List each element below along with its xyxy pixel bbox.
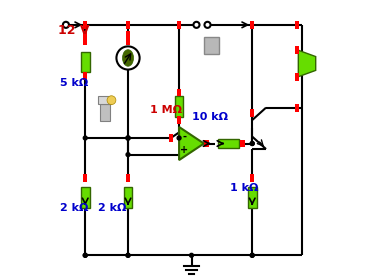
Bar bbox=[248, 187, 257, 208]
Bar bbox=[295, 46, 299, 54]
Text: -: - bbox=[182, 132, 186, 142]
Bar bbox=[218, 139, 239, 148]
Circle shape bbox=[250, 142, 254, 145]
Circle shape bbox=[107, 96, 116, 105]
Bar bbox=[83, 174, 87, 182]
Bar bbox=[126, 31, 130, 39]
Bar bbox=[83, 21, 87, 29]
Bar bbox=[204, 37, 219, 54]
Circle shape bbox=[83, 253, 87, 257]
Bar bbox=[83, 37, 87, 45]
Circle shape bbox=[190, 253, 193, 257]
Bar bbox=[250, 21, 254, 29]
Text: 1 kΩ: 1 kΩ bbox=[230, 183, 259, 193]
Text: 2 kΩ: 2 kΩ bbox=[60, 203, 88, 213]
Bar bbox=[250, 174, 254, 182]
Bar bbox=[205, 140, 209, 147]
Bar bbox=[83, 31, 87, 39]
Bar bbox=[98, 96, 111, 104]
Bar bbox=[100, 104, 110, 121]
Circle shape bbox=[126, 136, 130, 140]
Text: 10 kΩ: 10 kΩ bbox=[192, 112, 228, 122]
Circle shape bbox=[126, 136, 130, 140]
Bar bbox=[81, 187, 90, 208]
Bar bbox=[177, 21, 181, 29]
Circle shape bbox=[83, 136, 87, 140]
Text: 12 V: 12 V bbox=[57, 24, 89, 37]
Polygon shape bbox=[179, 127, 204, 160]
Bar bbox=[295, 73, 299, 81]
Bar bbox=[124, 187, 133, 208]
Circle shape bbox=[83, 253, 87, 257]
Bar bbox=[295, 21, 299, 29]
Circle shape bbox=[126, 253, 130, 257]
Circle shape bbox=[250, 142, 254, 145]
Bar bbox=[126, 38, 130, 45]
Circle shape bbox=[126, 253, 130, 257]
Bar bbox=[169, 134, 173, 142]
Bar bbox=[175, 96, 183, 116]
Bar bbox=[81, 52, 90, 72]
Circle shape bbox=[250, 253, 254, 257]
Bar bbox=[126, 21, 130, 29]
Bar bbox=[83, 72, 87, 80]
Bar bbox=[177, 89, 181, 96]
Bar bbox=[126, 174, 130, 182]
Circle shape bbox=[126, 153, 130, 156]
Circle shape bbox=[177, 136, 181, 140]
Circle shape bbox=[126, 136, 130, 140]
Text: 2 kΩ: 2 kΩ bbox=[98, 203, 127, 213]
Bar bbox=[295, 104, 299, 112]
Ellipse shape bbox=[123, 50, 134, 66]
Bar bbox=[241, 140, 245, 147]
Text: 1 MΩ: 1 MΩ bbox=[150, 105, 182, 115]
Circle shape bbox=[250, 253, 254, 257]
Text: +: + bbox=[180, 145, 188, 155]
Bar bbox=[177, 116, 181, 124]
Bar bbox=[250, 109, 254, 117]
Text: 5 kΩ: 5 kΩ bbox=[60, 78, 88, 88]
Polygon shape bbox=[298, 50, 316, 77]
